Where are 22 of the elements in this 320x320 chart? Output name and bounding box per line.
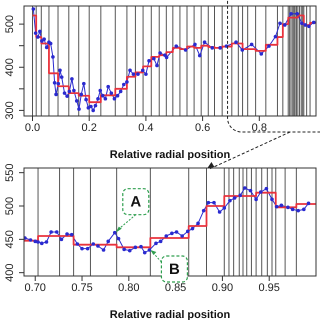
y-tick-label: 500 [4,196,16,216]
x-axis-title: Relative radial position [110,309,230,320]
x-tick-label: 0.90 [212,282,234,294]
x-tick-label: 0.85 [164,282,186,294]
x-tick-label: 0.75 [71,282,93,294]
x-tick-label: 0.95 [258,282,280,294]
x-tick-label: 0.4 [138,122,154,134]
x-tick-label: 0.8 [252,122,267,134]
annotation: A [130,194,142,211]
x-tick-label: 0.2 [82,122,97,134]
y-tick-label: 400 [4,263,16,282]
x-axis-title: Relative radial position [110,149,230,161]
y-tick-label: 450 [4,230,16,249]
x-tick-label: 0.70 [24,282,46,294]
y-tick-label: 300 [4,101,16,120]
x-tick-label: 0.0 [24,122,40,134]
annotation: B [168,261,180,278]
y-tick-label: 500 [4,14,16,34]
y-tick-label: 400 [4,58,16,76]
y-tick-label: 550 [4,163,16,182]
x-tick-label: 0.6 [194,122,210,134]
x-tick-label: 0.80 [118,282,140,294]
